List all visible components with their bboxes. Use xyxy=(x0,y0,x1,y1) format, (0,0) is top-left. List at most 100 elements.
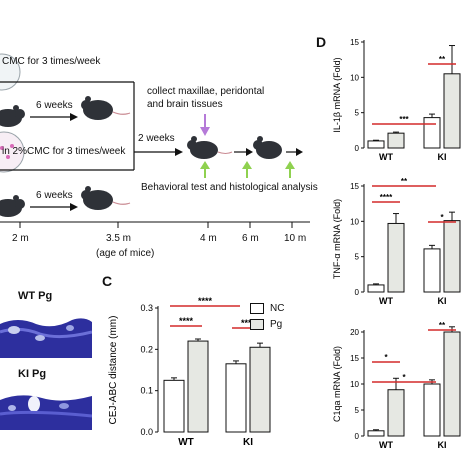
legend-label-nc: NC xyxy=(270,302,285,314)
significance-label: ** xyxy=(401,177,408,186)
ki-pg-label: KI Pg xyxy=(18,368,47,380)
chart-c-legend: NC Pg xyxy=(250,300,284,332)
mouse-icon xyxy=(0,195,25,217)
six-weeks-label-1: 6 weeks xyxy=(36,100,73,111)
collect-label-2: and brain tissues xyxy=(147,99,223,110)
x-category-label: WT xyxy=(178,437,194,448)
y-tick-label: 5 xyxy=(355,406,360,415)
significance-label: * xyxy=(402,373,406,382)
significance-label: **** xyxy=(380,193,393,202)
y-tick-label: 15 xyxy=(350,38,359,47)
arrowhead xyxy=(296,148,303,156)
arrowhead xyxy=(70,113,78,121)
y-axis-label: TNF-α mRNA (Fold) xyxy=(332,199,342,279)
significance-label: **** xyxy=(179,316,194,326)
bar-nc-ki xyxy=(423,117,441,149)
bacteria-dot xyxy=(6,155,10,159)
legend-swatch-pg xyxy=(250,318,264,330)
timeline-label: 10 m xyxy=(284,233,307,244)
arrowhead xyxy=(175,148,183,156)
wt-pg-tissue-image xyxy=(0,310,92,358)
significance-label: * xyxy=(440,213,444,222)
significance-label: ** xyxy=(439,321,446,330)
mouse-icon xyxy=(187,136,233,159)
chart-c-svg: CEJ-ABC distance (mm) 0.0 0.1 0.2 0.3 WT KI ***… xyxy=(108,296,271,448)
six-weeks-label-2: 6 weeks xyxy=(36,190,73,201)
bar-nc-wt xyxy=(367,430,385,437)
two-weeks-label: 2 weeks xyxy=(138,133,175,144)
legend-label-pg: Pg xyxy=(270,318,283,330)
y-tick-label: 0 xyxy=(355,288,360,297)
wt-pg-label: WT Pg xyxy=(18,290,53,302)
bar-nc-ki xyxy=(225,363,247,433)
bar-pg-wt xyxy=(387,389,405,437)
y-tick-label: 15 xyxy=(350,182,359,191)
timeline-label: 2 m xyxy=(12,233,29,244)
mouse-icon xyxy=(81,96,131,120)
bar-pg-ki xyxy=(443,331,461,437)
significance-label: ** xyxy=(439,55,446,64)
significance-label: *** xyxy=(399,115,409,124)
y-tick-label: 0.0 xyxy=(140,427,153,437)
y-tick-label: 0.1 xyxy=(140,386,153,396)
y-tick-label: 0.2 xyxy=(140,344,153,354)
purple-arrowhead xyxy=(200,127,210,136)
bar-nc-wt xyxy=(367,140,385,149)
bar-pg-wt xyxy=(387,222,405,293)
panel-a: CMC for 3 times/week 6 weeks in 2%CMC fo… xyxy=(0,0,318,280)
arrowhead xyxy=(246,148,253,156)
green-arrow-icon xyxy=(200,161,210,178)
x-category-label: WT xyxy=(379,152,393,162)
behavior-label: Behavioral test and histological analysi… xyxy=(141,182,318,193)
x-category-label: KI xyxy=(243,437,253,448)
significance-label: **** xyxy=(241,318,256,328)
y-axis-label: C1qa mRNA (Fold) xyxy=(332,346,342,422)
age-label: (age of mice) xyxy=(96,248,155,259)
mouse-icon xyxy=(253,136,282,159)
y-tick-label: 5 xyxy=(355,109,360,118)
y-tick-label: 0 xyxy=(355,432,360,441)
x-category-label: WT xyxy=(379,440,393,450)
petri-dish-icon xyxy=(0,53,21,91)
significance-label: **** xyxy=(198,296,213,306)
x-category-label: KI xyxy=(438,296,447,306)
bar-nc-ki xyxy=(423,248,441,293)
y-tick-label: 10 xyxy=(350,380,359,389)
bar-nc-wt xyxy=(163,379,185,433)
x-category-label: KI xyxy=(438,440,447,450)
significance-label: * xyxy=(384,353,388,362)
row1-cmc-label: CMC for 3 times/week xyxy=(2,56,101,67)
petri-dish-icon xyxy=(0,131,25,173)
legend-swatch-nc xyxy=(250,302,264,314)
x-category-label: WT xyxy=(379,296,393,306)
legend-item-pg: Pg xyxy=(250,316,284,332)
bacteria-dot xyxy=(10,144,14,148)
timeline-label: 3.5 m xyxy=(106,233,132,244)
panel-d-letter: D xyxy=(316,34,327,50)
legend-item-nc: NC xyxy=(250,300,284,316)
timeline-label: 6 m xyxy=(242,233,259,244)
bar-nc-wt xyxy=(367,284,385,293)
bar-nc-ki xyxy=(423,383,441,437)
bar-pg-ki xyxy=(443,73,461,149)
y-axis-label: IL-1β mRNA (Fold) xyxy=(332,57,342,132)
bar-pg-ki xyxy=(249,346,271,433)
y-tick-label: 10 xyxy=(350,217,359,226)
bar-pg-ki xyxy=(443,220,461,293)
mouse-icon xyxy=(0,105,25,127)
collect-label: collect maxillae, peridontal xyxy=(147,86,265,97)
green-arrow-icon xyxy=(285,161,295,178)
y-axis-label: CEJ-ABC distance (mm) xyxy=(108,316,119,425)
y-tick-label: 15 xyxy=(350,354,359,363)
y-tick-label: 0 xyxy=(355,144,360,153)
bar-pg-wt xyxy=(187,340,209,433)
green-arrow-icon xyxy=(242,161,252,178)
bacteria-dot xyxy=(0,146,4,150)
timeline-label: 4 m xyxy=(200,233,217,244)
panel-b: WT Pg KI Pg xyxy=(0,282,100,474)
mouse-icon xyxy=(81,186,131,210)
arrowhead xyxy=(70,203,78,211)
